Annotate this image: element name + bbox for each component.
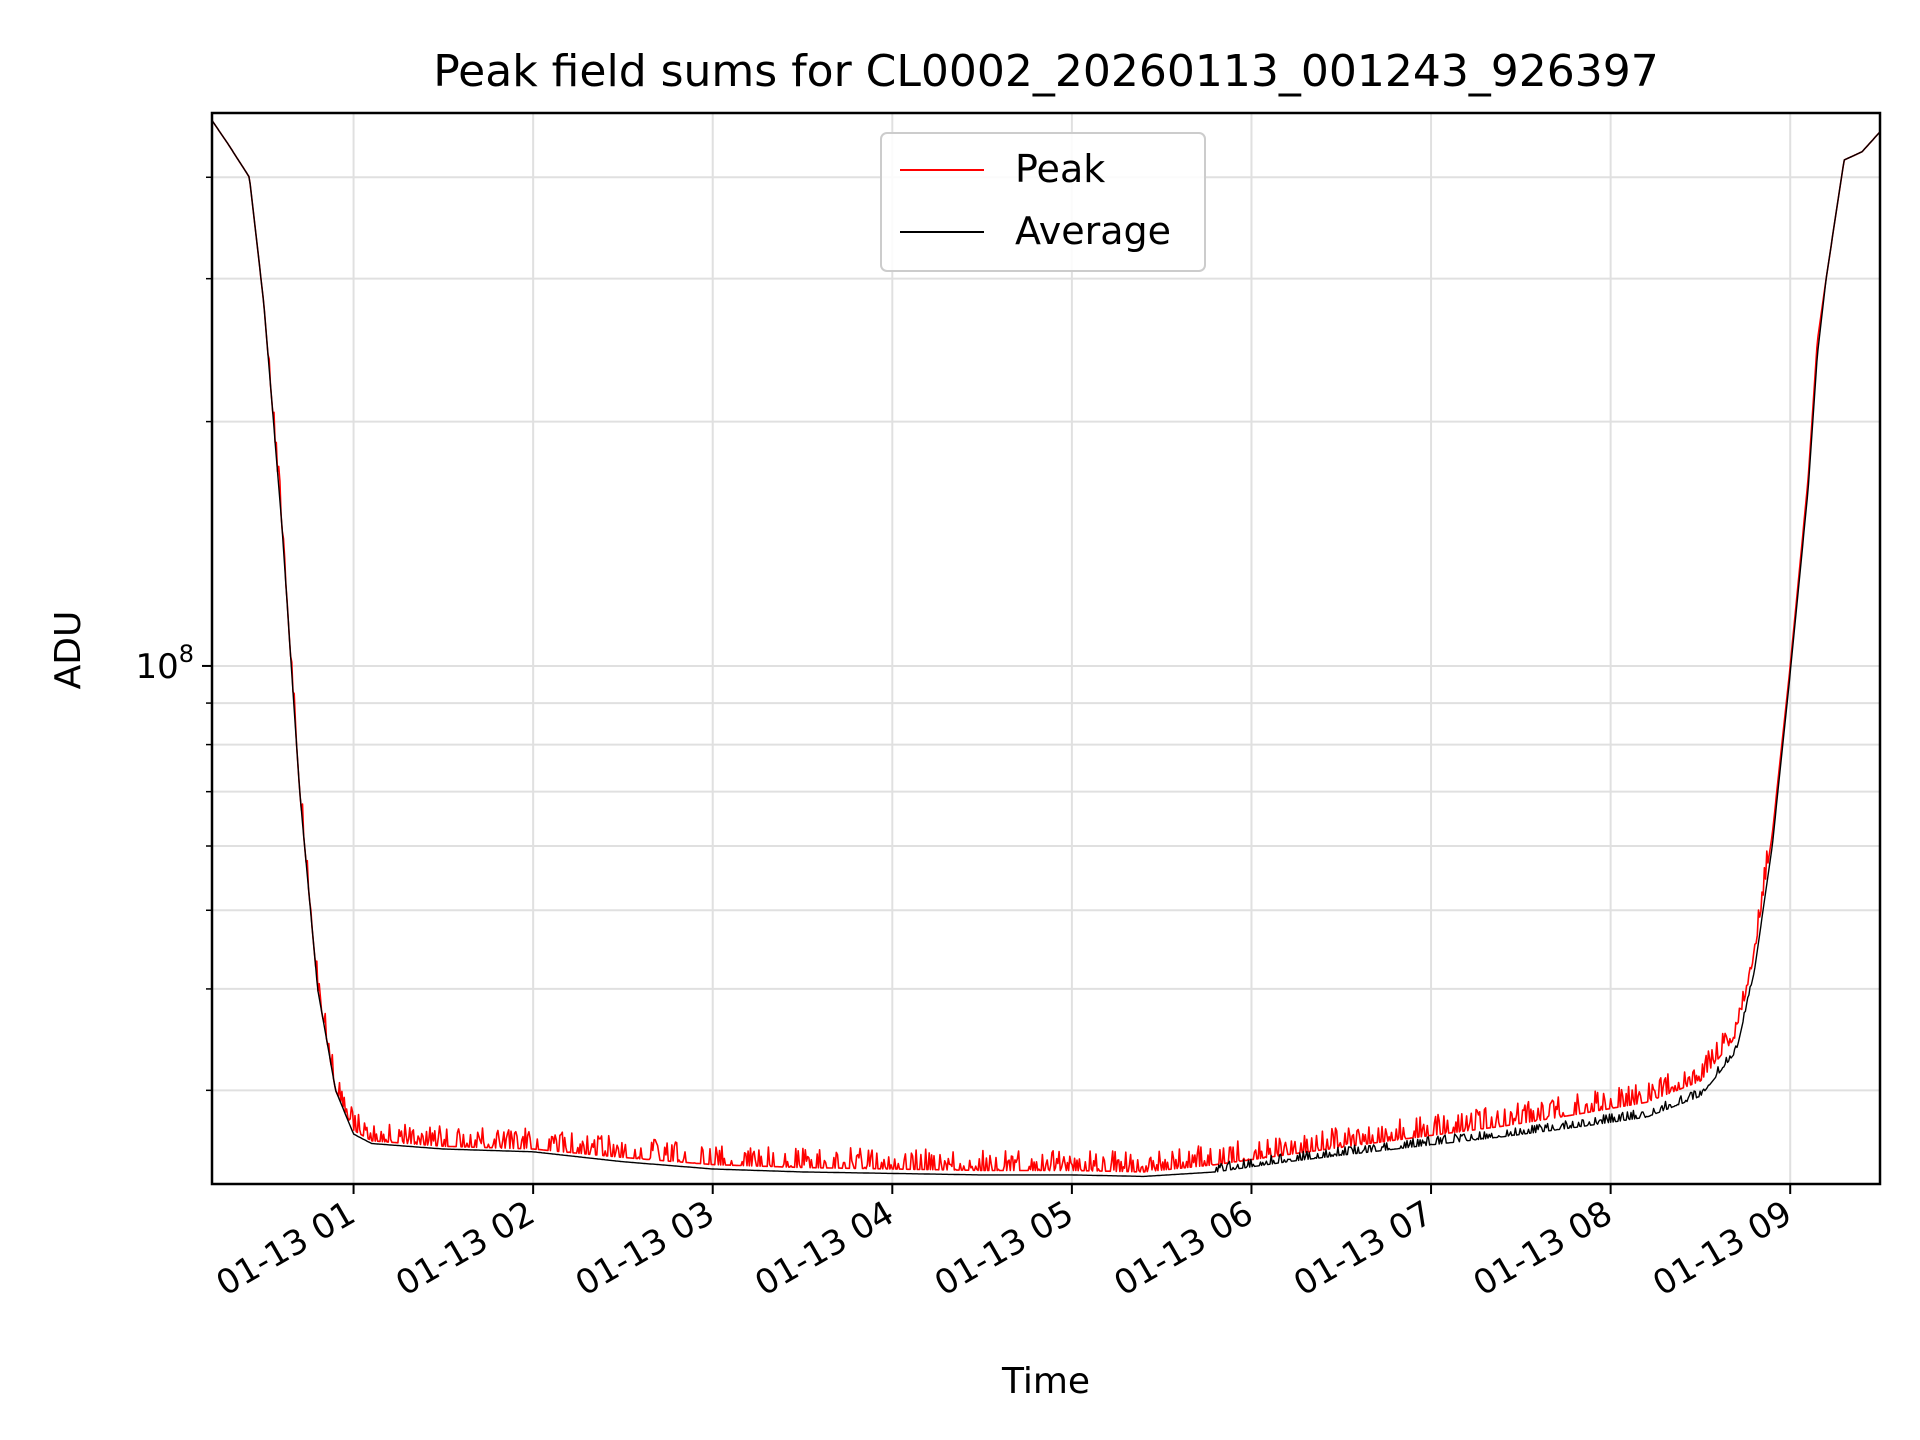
series-layer xyxy=(212,119,1880,1178)
y-axis-label: ADU xyxy=(48,611,89,690)
legend-label-peak: Peak xyxy=(1015,147,1105,191)
plot-frame xyxy=(210,111,1882,1186)
series-line-peak xyxy=(212,119,1880,1173)
legend: Peak Average xyxy=(880,132,1206,272)
legend-label-average: Average xyxy=(1015,209,1171,253)
legend-box xyxy=(880,132,1206,272)
chart-title: Peak field sums for CL0002_20260113_0012… xyxy=(433,46,1659,97)
grid xyxy=(212,113,1880,1184)
y-tick-label: 108 xyxy=(135,640,194,687)
x-axis-label: Time xyxy=(1001,1361,1090,1402)
series-line-average xyxy=(212,120,1880,1178)
